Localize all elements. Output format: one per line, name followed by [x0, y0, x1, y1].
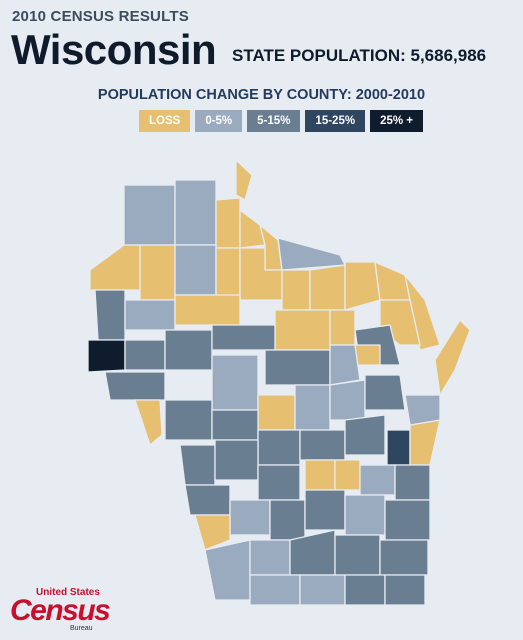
- county: [304, 459, 336, 491]
- county: [249, 574, 301, 606]
- county: [174, 294, 241, 326]
- county: [257, 464, 301, 501]
- state-population: STATE POPULATION: 5,686,986: [232, 46, 487, 65]
- county: [404, 274, 441, 351]
- county: [124, 299, 176, 331]
- county: [329, 309, 356, 346]
- county: [211, 409, 259, 441]
- county: [364, 374, 406, 411]
- county: [211, 354, 259, 411]
- county: [215, 247, 241, 301]
- county: [299, 429, 346, 461]
- county: [344, 494, 386, 536]
- county: [344, 574, 386, 606]
- county: [87, 339, 126, 373]
- logo-bottom-text: Bureau: [70, 625, 93, 632]
- county: [354, 344, 381, 366]
- county: [123, 184, 176, 246]
- county: [235, 159, 253, 201]
- county: [299, 574, 346, 606]
- legend-25-plus: 25% +: [370, 110, 423, 132]
- county: [294, 384, 331, 431]
- county: [329, 379, 366, 421]
- county: [384, 574, 426, 606]
- county: [134, 399, 163, 446]
- county: [344, 261, 381, 311]
- county: [194, 514, 231, 551]
- county: [269, 499, 306, 541]
- county: [174, 244, 217, 296]
- county: [174, 179, 217, 246]
- county: [211, 324, 276, 351]
- legend-loss: LOSS: [139, 110, 191, 132]
- county: [257, 394, 296, 431]
- county: [394, 464, 431, 501]
- county: [204, 539, 251, 601]
- county: [386, 429, 411, 466]
- legend: LOSS 0-5% 5-15% 15-25% 25% +: [139, 110, 423, 132]
- county: [257, 429, 301, 466]
- legend-15-25: 15-25%: [305, 110, 366, 132]
- kicker: 2010 CENSUS RESULTS: [12, 8, 189, 25]
- county: [184, 484, 231, 516]
- county: [164, 399, 213, 441]
- county: [249, 539, 291, 576]
- county: [124, 339, 166, 371]
- county: [264, 349, 331, 386]
- county: [277, 237, 346, 271]
- logo-main-text: Census: [10, 594, 111, 627]
- county: [304, 489, 346, 531]
- county: [179, 444, 216, 486]
- county: [229, 499, 271, 536]
- legend-0-5: 0-5%: [195, 110, 243, 132]
- county: [309, 264, 346, 311]
- state-title: Wisconsin: [11, 26, 217, 73]
- county: [104, 371, 166, 401]
- county: [409, 419, 441, 466]
- county: [89, 244, 141, 291]
- county: [329, 344, 361, 386]
- county: [214, 439, 259, 481]
- county: [404, 394, 441, 426]
- legend-5-15: 5-15%: [247, 110, 301, 132]
- county: [139, 244, 176, 301]
- county: [384, 499, 431, 541]
- map-subtitle: POPULATION CHANGE BY COUNTY: 2000-2010: [97, 87, 426, 103]
- county: [379, 539, 429, 576]
- county: [374, 261, 411, 301]
- county: [434, 319, 471, 396]
- county: [164, 329, 213, 371]
- census-logo: United States Census Bureau: [10, 587, 120, 635]
- county: [281, 269, 311, 311]
- logo-top-text: United States: [36, 587, 100, 598]
- county: [215, 197, 241, 249]
- county: [344, 414, 386, 456]
- county: [274, 309, 331, 351]
- county: [334, 459, 361, 491]
- county: [94, 289, 126, 341]
- county: [359, 464, 396, 496]
- county: [334, 534, 381, 576]
